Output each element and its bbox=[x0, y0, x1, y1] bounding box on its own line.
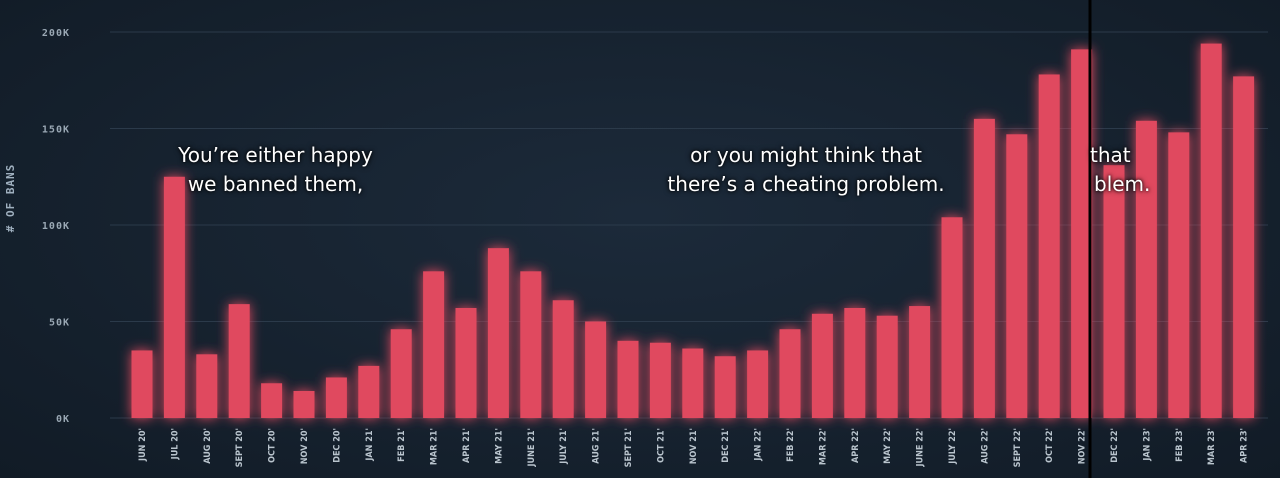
x-tick-label: AUG 21' bbox=[592, 428, 602, 464]
x-tick-label: DEC 20' bbox=[332, 428, 342, 463]
caption-right-line1: that bbox=[1090, 143, 1131, 167]
bar bbox=[131, 350, 153, 418]
y-tick-label: 50K bbox=[49, 318, 70, 329]
bar bbox=[909, 306, 931, 418]
bar bbox=[747, 350, 769, 418]
bar bbox=[1071, 49, 1093, 419]
bar bbox=[585, 321, 607, 418]
x-tick-label: APR 23' bbox=[1240, 428, 1250, 463]
bar bbox=[293, 390, 315, 418]
x-tick-label: SEPT 22' bbox=[1013, 428, 1023, 467]
y-axis-label: # OF BANS bbox=[4, 164, 17, 233]
x-tick-label: SEPT 21' bbox=[624, 428, 634, 467]
bar bbox=[1038, 74, 1060, 419]
bar bbox=[163, 176, 185, 418]
x-tick-label: JULY 21' bbox=[559, 428, 569, 465]
x-tick-label: JAN 21' bbox=[365, 428, 375, 462]
bar bbox=[196, 354, 218, 418]
bar bbox=[649, 342, 671, 418]
caption-right-line2: blem. bbox=[1094, 172, 1151, 196]
bar bbox=[520, 271, 542, 418]
bar bbox=[1168, 132, 1190, 419]
x-tick-label: OCT 21' bbox=[656, 428, 666, 463]
x-tick-label: SEPT 20' bbox=[235, 428, 245, 467]
x-tick-label: MAR 22' bbox=[818, 428, 828, 465]
bar bbox=[973, 118, 995, 418]
bar bbox=[682, 348, 704, 418]
y-tick-label: 0K bbox=[56, 414, 70, 425]
bar bbox=[1200, 43, 1222, 419]
x-tick-label: DEC 21' bbox=[721, 428, 731, 463]
x-tick-label: AUG 22' bbox=[980, 428, 990, 464]
caption-left-line2: we banned them, bbox=[187, 172, 364, 196]
x-tick-label: MAR 21' bbox=[430, 428, 440, 465]
bar bbox=[617, 340, 639, 418]
x-tick-label: JUNE 21' bbox=[527, 428, 537, 467]
bar bbox=[811, 313, 833, 418]
x-tick-label: OCT 22' bbox=[1045, 428, 1055, 463]
caption-middle: or you might think that there’s a cheati… bbox=[660, 141, 952, 199]
bar bbox=[876, 315, 898, 418]
bar bbox=[1135, 120, 1157, 418]
bar bbox=[423, 271, 445, 418]
bar bbox=[1006, 134, 1028, 419]
bar bbox=[552, 300, 574, 418]
x-axis-ticks: JUN 20' JUL 20' AUG 20' SEPT 20' OCT 20' NOV … bbox=[138, 428, 1250, 467]
bar bbox=[325, 377, 347, 418]
caption-right-partial: that blem. bbox=[1088, 141, 1158, 199]
x-tick-label: MAR 23' bbox=[1207, 428, 1217, 465]
bar bbox=[358, 365, 380, 418]
bar bbox=[844, 307, 866, 418]
x-tick-label: JUN 20' bbox=[138, 428, 148, 462]
x-tick-label: FEB 22' bbox=[786, 428, 796, 462]
bars bbox=[131, 43, 1255, 419]
x-tick-label: JAN 22' bbox=[754, 428, 764, 462]
bar bbox=[1103, 165, 1125, 418]
bar bbox=[1233, 76, 1255, 418]
x-tick-label: JUNE 22' bbox=[916, 428, 926, 467]
x-tick-label: NOV 20' bbox=[300, 428, 310, 464]
x-tick-label: NOV 21' bbox=[689, 428, 699, 464]
y-axis-ticks: 0K 50K 100K 150K 200K bbox=[42, 28, 70, 425]
x-tick-label: AUG 20' bbox=[203, 428, 213, 464]
x-tick-label: DEC 22' bbox=[1110, 428, 1120, 463]
x-tick-label: JULY 22' bbox=[948, 428, 958, 465]
x-tick-label: FEB 23' bbox=[1175, 428, 1185, 462]
y-tick-label: 100K bbox=[42, 221, 70, 232]
bar bbox=[487, 248, 509, 418]
caption-middle-line1: or you might think that bbox=[690, 143, 922, 167]
x-tick-label: APR 21' bbox=[462, 428, 472, 463]
bar bbox=[228, 304, 250, 418]
x-tick-label: MAY 22' bbox=[883, 428, 893, 464]
bar bbox=[941, 217, 963, 418]
caption-left-line1: You’re either happy bbox=[178, 143, 373, 167]
bar bbox=[390, 329, 412, 418]
x-tick-label: FEB 21' bbox=[397, 428, 407, 462]
x-tick-label: JAN 23' bbox=[1142, 428, 1152, 462]
caption-left: You’re either happy we banned them, bbox=[168, 141, 383, 199]
caption-middle-line2: there’s a cheating problem. bbox=[667, 172, 945, 196]
y-tick-label: 200K bbox=[42, 28, 70, 39]
y-tick-label: 150K bbox=[42, 125, 70, 136]
x-tick-label: NOV 22' bbox=[1078, 428, 1088, 464]
x-tick-label: JUL 20' bbox=[170, 428, 180, 460]
bar bbox=[779, 329, 801, 418]
bar bbox=[455, 307, 477, 418]
x-tick-label: OCT 20' bbox=[268, 428, 278, 463]
bar bbox=[261, 383, 283, 418]
x-tick-label: APR 22' bbox=[851, 428, 861, 463]
bar bbox=[714, 356, 736, 418]
x-tick-label: MAY 21' bbox=[494, 428, 504, 464]
